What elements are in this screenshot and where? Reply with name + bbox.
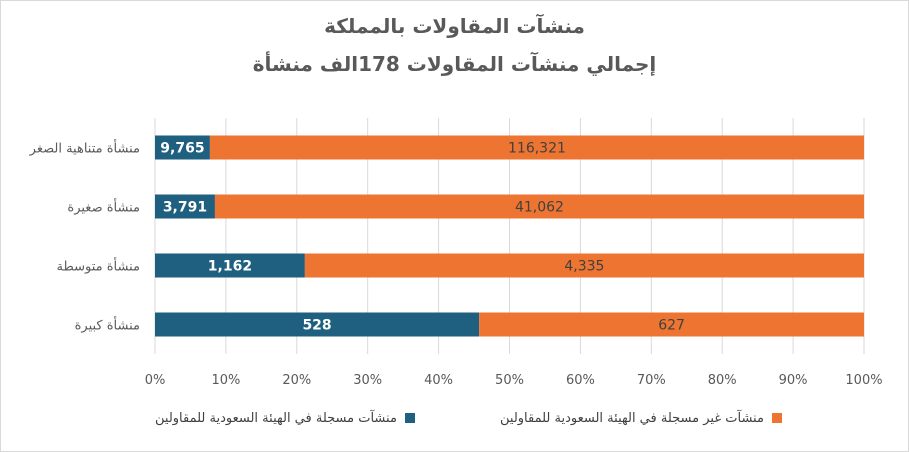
data-label: 116,321 [508, 141, 566, 157]
category-label: منشأة كبيرة [75, 316, 140, 334]
x-tick-label: 10% [211, 373, 240, 388]
data-label: 3,791 [163, 200, 207, 216]
legend-label-unregistered: منشآت غير مسجلة في الهيئة السعودية للمقا… [500, 410, 764, 426]
x-tick-label: 20% [282, 373, 311, 388]
x-tick-label: 50% [495, 373, 524, 388]
chart-title: منشآت المقاولات بالمملكة [324, 14, 585, 38]
x-tick-label: 90% [779, 373, 808, 388]
data-label: 41,062 [515, 200, 564, 216]
bar-segment-unregistered [304, 253, 864, 278]
data-label: 627 [658, 318, 685, 334]
data-label: 528 [302, 318, 331, 334]
bar-segment-registered [155, 135, 210, 160]
data-label: 9,765 [160, 141, 204, 157]
bar-segment-unregistered [214, 194, 865, 219]
bar-segment-registered [155, 253, 305, 278]
x-tick-label: 100% [845, 373, 882, 388]
x-tick-label: 80% [708, 373, 737, 388]
bar-segment-unregistered [209, 135, 864, 160]
data-label: 4,335 [564, 259, 604, 275]
legend-item-registered: منشآت مسجلة في الهيئة السعودية للمقاولين [155, 408, 415, 428]
x-tick-label: 40% [424, 373, 453, 388]
bar-segment-unregistered [479, 312, 864, 337]
category-label: منشأة صغيرة [67, 198, 140, 216]
legend-swatch-unregistered [771, 413, 782, 423]
legend-swatch-registered [404, 413, 415, 423]
x-tick-label: 60% [566, 373, 595, 388]
x-tick-label: 0% [145, 373, 166, 388]
bar-segment-registered [155, 312, 480, 337]
chart-subtitle: إجمالي منشآت المقاولات 178الف منشأة [252, 52, 657, 76]
x-tick-label: 30% [353, 373, 382, 388]
legend-label-registered: منشآت مسجلة في الهيئة السعودية للمقاولين [155, 410, 397, 426]
legend-item-unregistered: منشآت غير مسجلة في الهيئة السعودية للمقا… [500, 408, 782, 428]
category-label: منشأة متناهية الصغر [29, 139, 140, 157]
category-label: منشأة متوسطة [56, 257, 140, 275]
bar-segment-registered [155, 194, 215, 219]
data-label: 1,162 [208, 259, 252, 275]
x-tick-label: 70% [637, 373, 666, 388]
